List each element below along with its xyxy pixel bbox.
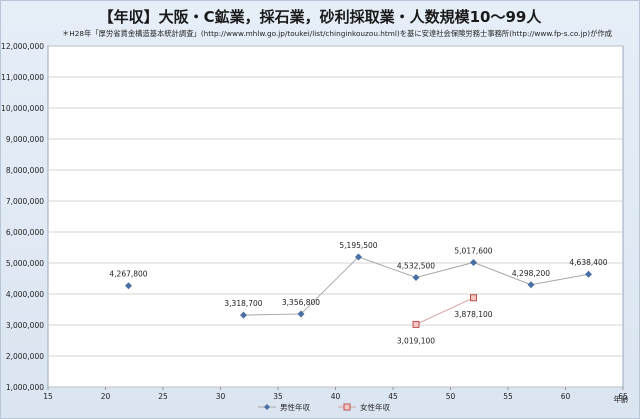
x-axis-ticks: 15 20 25 30 35 40 45 50 55 60 65 <box>43 387 628 401</box>
y-tick-label: 10,000,000 <box>1 104 44 113</box>
data-point-male <box>412 273 420 281</box>
chart-source-note: ＊H28年「厚労省賃金構造基本統計調査」(http://www.mhlw.go.… <box>62 29 612 38</box>
data-label: 4,638,400 <box>569 258 607 267</box>
data-label: 4,267,800 <box>109 270 147 279</box>
y-tick-label: 8,000,000 <box>6 166 44 175</box>
y-tick-label: 9,000,000 <box>6 135 44 144</box>
series-markers <box>125 253 592 328</box>
data-point-male <box>240 311 247 319</box>
data-label: 3,356,800 <box>282 298 320 307</box>
chart-title: 【年収】大阪・C鉱業，採石業，砂利採取業・人数規模10～99人 <box>98 8 542 26</box>
data-point-male <box>297 310 305 318</box>
y-tick-label: 1,000,000 <box>6 383 44 392</box>
y-tick-label: 7,000,000 <box>6 197 44 206</box>
data-point-male <box>470 258 477 266</box>
y-tick-label: 12,000,000 <box>1 42 44 51</box>
data-label: 5,017,600 <box>454 246 492 255</box>
data-label: 4,532,500 <box>397 261 435 270</box>
y-tick-label: 6,000,000 <box>6 228 44 237</box>
x-axis-label: 年齢 <box>614 394 629 404</box>
series-line-female <box>415 297 474 325</box>
x-tick-label: 35 <box>273 392 283 401</box>
x-tick-label: 15 <box>43 392 53 401</box>
data-labels: 4,267,800 3,318,700 3,356,800 5,195,500 4,53… <box>109 241 607 345</box>
data-point-male <box>355 253 362 261</box>
y-axis-ticks: 1,000,000 2,000,000 3,000,000 4,000,000 5,00… <box>1 42 44 392</box>
x-tick-label: 50 <box>446 392 456 401</box>
x-tick-label: 25 <box>158 392 168 401</box>
data-point-male <box>585 270 592 278</box>
x-tick-label: 40 <box>331 392 341 401</box>
x-tick-label: 45 <box>388 392 398 401</box>
legend-marker-male <box>264 404 270 410</box>
plot-area <box>47 45 624 388</box>
data-label: 3,878,100 <box>454 310 492 319</box>
x-tick-label: 55 <box>503 392 513 401</box>
legend: 男性年収 女性年収 <box>258 402 390 412</box>
data-point-female <box>412 320 420 328</box>
data-label: 4,298,200 <box>512 269 550 278</box>
x-tick-label: 60 <box>561 392 571 401</box>
data-point-male <box>125 282 132 290</box>
y-tick-label: 11,000,000 <box>1 73 44 82</box>
x-tick-label: 20 <box>101 392 111 401</box>
data-label: 5,195,500 <box>339 241 377 250</box>
legend-entry: 女性年収 <box>360 402 390 412</box>
data-point-female <box>470 294 477 302</box>
legend-marker-female <box>343 403 351 411</box>
x-tick-label: 65 <box>618 392 628 401</box>
legend-entry: 男性年収 <box>280 402 310 412</box>
y-tick-label: 3,000,000 <box>6 321 44 330</box>
gridlines <box>48 45 623 388</box>
data-label: 3,318,700 <box>224 299 262 308</box>
y-tick-label: 4,000,000 <box>6 290 44 299</box>
data-point-male <box>527 281 535 289</box>
y-tick-label: 2,000,000 <box>6 352 44 361</box>
data-label: 3,019,100 <box>397 336 435 345</box>
x-tick-label: 30 <box>216 392 226 401</box>
y-tick-label: 5,000,000 <box>6 259 44 268</box>
